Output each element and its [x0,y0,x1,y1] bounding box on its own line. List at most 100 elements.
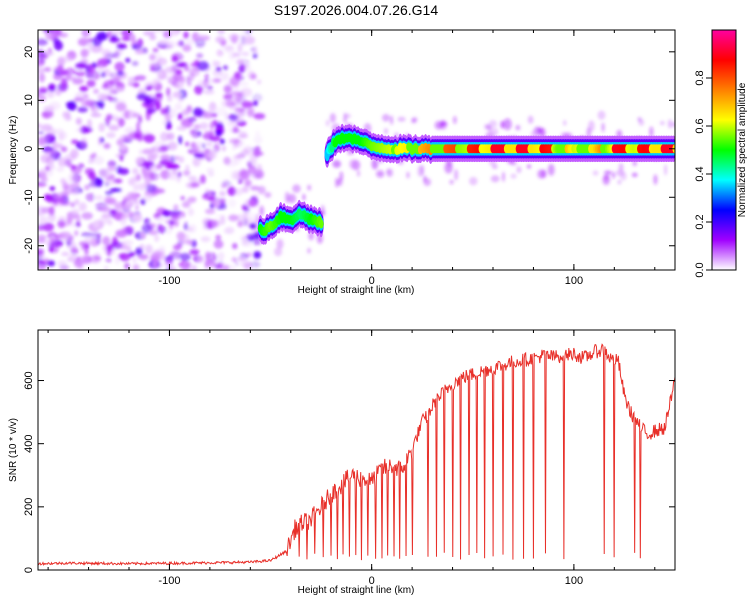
spectrogram-noise-cell [213,239,224,249]
spectrogram-noise-cell [115,165,123,174]
spectrogram-noise-cell [38,264,47,270]
spectrogram-noise-cell [81,126,93,133]
spectrogram-noise-cell [253,135,263,145]
spectrogram-noise-cell [376,170,385,178]
spectrogram-noise-cell [527,115,534,124]
spectrogram-noise-cell [224,46,234,51]
spectrogram-noise-cell [48,164,55,170]
spectrogram-noise-cell [91,231,102,239]
spectrogram-noise-cell [213,143,221,153]
spectrogram-noise-cell [197,255,205,264]
spectrogram-noise-cell [153,251,163,257]
spectrogram-noise-cell [240,235,253,243]
spectrogram-noise-cell [132,257,137,263]
spectrogram-noise-cell [128,251,136,258]
spectrogram-noise-cell [103,265,109,270]
spectrogram-noise-cell [228,138,240,144]
spectrogram-noise-cell [69,182,80,188]
spectrogram-noise-cell [58,216,66,222]
spectrogram-noise-cell [241,30,246,33]
spectrogram-noise-cell [190,62,197,67]
spectrogram-noise-cell [181,239,193,245]
spectrogram-noise-cell [143,218,151,224]
spectrogram-noise-cell [171,30,179,37]
spectrogram-noise-cell [222,65,228,71]
spectrogram-noise-cell [453,116,457,124]
spectrogram-noise-cell [168,108,177,118]
spectrogram-noise-cell [81,232,93,237]
spectrogram-noise-cell [563,119,567,126]
spectrogram-noise-cell [189,249,200,256]
spectrogram-noise-cell [66,72,72,80]
spectrogram-noise-cell [111,114,119,121]
spectrogram-noise-cell [77,163,85,169]
spectrogram-noise-cell [64,115,73,122]
spectrogram-noise-cell [84,236,96,245]
spectrogram-noise-cell [128,177,135,186]
spectrogram-noise-cell [638,118,645,126]
spectrogram-noise-cell [160,169,171,180]
spectrogram-noise-cell [259,205,264,217]
spectrogram-noise-cell [237,220,244,228]
spectrogram-noise-cell [127,76,135,83]
spectrogram-noise-cell [149,153,159,159]
spectrogram-noise-cell [215,66,222,72]
spectrogram-noise-cell [219,191,227,197]
spectrogram-noise-cell [160,154,171,161]
spectrogram-noise-cell [132,167,139,175]
spectrogram-noise-cell [188,175,197,181]
spectrogram-noise-cell [178,135,183,145]
spectrogram-noise-cell [108,36,121,43]
spectrogram-noise-cell [207,171,215,177]
spectrogram-noise-cell [182,170,191,176]
spectrogram-noise-cell [65,158,72,167]
spectrogram-noise-cell [173,244,182,251]
spectrogram-noise-cell [101,48,112,57]
spectrogram-noise-cell [213,60,221,67]
spectrogram-noise-cell [38,216,48,225]
spectrogram-noise-cell [148,61,161,69]
spectrogram-noise-cell [253,100,258,107]
spectrogram-noise-cell [160,59,167,66]
snr-xtick-label: 0 [369,575,375,587]
spectrogram-noise-cell [135,156,144,165]
spectrogram-noise-cell [224,112,229,121]
spectrogram-noise-cell [195,33,205,42]
spectrogram-noise-cell [143,133,156,143]
spectrogram-noise-cell [114,50,120,59]
spectrogram-noise-cell [329,113,337,123]
spectrogram-noise-cell [276,238,284,250]
spectrogram-noise-cell [236,59,244,65]
spectrogram-noise-cell [102,236,111,246]
spectrogram-noise-cell [193,145,200,154]
spectrogram-noise-cell [166,229,173,235]
spectrogram-noise-cell [80,244,86,252]
spectrogram-noise-cell [166,132,175,141]
spectrogram-noise-cell [539,127,546,138]
spectrogram-noise-cell [215,106,227,117]
spectrogram-noise-cell [159,144,170,152]
spectrogram-noise-cell [190,182,200,188]
spectrogram-noise-cell [209,121,215,130]
spectrogram-noise-cell [203,111,214,119]
spectrogram-noise-cell [127,81,136,87]
spectrogram-noise-cell [238,40,249,46]
spectrogram-noise-cell [116,138,124,146]
spectrogram-noise-cell [52,37,60,45]
spectrogram-noise-cell [52,141,59,151]
spectrogram-noise-layer [38,30,675,270]
snr-ytick-label: 200 [23,498,35,516]
spectrogram-noise-cell [231,129,242,134]
spectrogram-noise-cell [139,183,147,190]
spectrogram-noise-cell [103,143,111,149]
spectrogram-noise-cell [132,213,143,223]
spectrogram-noise-cell [490,175,500,183]
spectrogram-noise-cell [618,163,624,172]
spectrogram-xtick-label: 100 [565,275,583,287]
spectrogram-noise-cell [153,92,163,103]
spectrogram-noise-cell [42,258,50,264]
spectrogram-noise-cell [99,168,111,179]
spectrogram-noise-cell [97,93,108,102]
spectrogram-noise-cell [115,229,128,238]
